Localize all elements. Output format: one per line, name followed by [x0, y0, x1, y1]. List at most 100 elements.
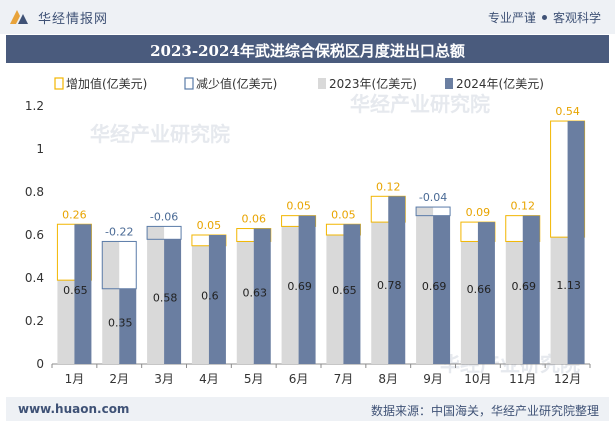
- y-tick-label: 1: [36, 142, 44, 156]
- value-label-2024: 0.65: [63, 284, 88, 297]
- bar-2023: [191, 245, 209, 364]
- footer: www.huaon.com 数据来源：中国海关，华经产业研究院整理: [6, 397, 609, 421]
- top-bar: 华经情报网 专业严谨 客观科学: [0, 0, 615, 34]
- slogan-right: 客观科学: [552, 11, 601, 25]
- legend-label-3: 2024年(亿美元): [456, 76, 544, 91]
- increase-label: 0.54: [555, 105, 580, 118]
- value-label-2024: 0.63: [243, 286, 268, 299]
- chart-svg: 增加值(亿美元) 减少值(亿美元) 2023年(亿美元) 2024年(亿美元) 华经产…: [25, 76, 591, 386]
- bar-2024: [388, 196, 406, 364]
- x-tick-label: 9月: [423, 372, 443, 386]
- bar-2023: [371, 222, 389, 364]
- legend-swatch-2024: [445, 78, 453, 89]
- legend-swatch-increase: [54, 77, 64, 90]
- increase-label: 0.12: [511, 200, 536, 213]
- decrease-box: [146, 225, 182, 240]
- footer-site: www.huaon.com: [18, 402, 130, 416]
- x-tick-label: 6月: [289, 372, 309, 386]
- y-tick-label: 0.4: [25, 271, 44, 285]
- bar-2024: [74, 224, 92, 364]
- legend-label-1: 减少值(亿美元): [196, 76, 277, 91]
- bar-2023: [236, 241, 254, 364]
- data-labels: 0.26 0.65 -0.22 0.35 -0.06 0.58 0.05 0.6 0.06 0.6…: [62, 105, 581, 329]
- x-tick-label: 12月: [554, 372, 581, 386]
- bar-2023: [550, 237, 568, 364]
- x-tick-label: 3月: [154, 372, 174, 386]
- value-label-2024: 0.69: [287, 280, 312, 293]
- value-label-2024: 0.69: [422, 280, 447, 293]
- value-label-2024: 0.66: [467, 283, 492, 296]
- axes: 0 0.2 0.4 0.6 0.8 1 1.2 1月 2月 3月 4月 5月 6月 7月 8月 9月 10月 11…: [25, 99, 591, 386]
- value-label-2024: 0.69: [512, 280, 537, 293]
- x-tick-label: 2月: [109, 372, 129, 386]
- bar-2023: [102, 241, 120, 364]
- slogan: 专业严谨 客观科学: [488, 9, 601, 26]
- x-tick-label: 5月: [244, 372, 264, 386]
- bar-2024: [208, 235, 226, 364]
- footer-source: 数据来源：中国海关，华经产业研究院整理: [370, 404, 599, 418]
- legend-label-2: 2023年(亿美元): [329, 76, 417, 91]
- bar-2023: [326, 235, 344, 364]
- bullet-icon: [541, 15, 547, 20]
- bar-2024: [567, 121, 585, 364]
- value-label-2024: 0.58: [153, 292, 178, 305]
- bar-2024: [477, 222, 495, 364]
- legend-swatch-2023: [318, 78, 326, 89]
- increase-label: 0.26: [62, 208, 87, 221]
- bar-2023: [416, 207, 434, 364]
- legend-item-1: 减少值(亿美元): [184, 76, 277, 91]
- brand-logo-icon: [10, 10, 28, 24]
- bar-2023: [57, 280, 75, 364]
- bar-2024: [119, 288, 137, 364]
- x-tick-label: 7月: [334, 372, 354, 386]
- watermark-text-1: 华经产业研究院: [350, 92, 490, 116]
- increase-label: 0.05: [331, 208, 356, 221]
- value-label-2024: 0.65: [332, 284, 357, 297]
- bar-2023: [147, 226, 165, 364]
- bar-2024: [343, 224, 361, 364]
- y-tick-label: 0.6: [25, 228, 44, 242]
- legend-label-0: 增加值(亿美元): [66, 76, 147, 91]
- x-tick-label: 4月: [199, 372, 219, 386]
- chart-title: 2023-2024年武进综合保税区月度进出口总额: [150, 42, 465, 60]
- decrease-label: -0.04: [419, 191, 447, 204]
- x-tick-label: 11月: [509, 372, 536, 386]
- y-tick-label: 0.8: [25, 185, 44, 199]
- x-tick-label: 1月: [65, 372, 85, 386]
- watermark-text-0: 华经产业研究院: [90, 122, 230, 146]
- value-label-2024: 0.78: [377, 279, 402, 292]
- increase-label: 0.05: [197, 219, 222, 232]
- increase-label: 0.12: [376, 180, 401, 193]
- value-label-2024: 1.13: [556, 279, 581, 292]
- bars: [56, 120, 586, 364]
- bar-2023: [505, 241, 523, 364]
- y-tick-label: 0: [36, 357, 44, 371]
- bar-2024: [298, 215, 316, 364]
- increase-label: 0.05: [286, 200, 311, 213]
- legend-item-3: 2024年(亿美元): [445, 76, 544, 91]
- bar-2023: [281, 226, 299, 364]
- decrease-label: -0.06: [150, 210, 178, 223]
- increase-label: 0.06: [242, 213, 267, 226]
- slogan-left: 专业严谨: [487, 11, 536, 25]
- bar-2024: [164, 239, 182, 364]
- bar-2024: [253, 228, 271, 364]
- brand-name: 华经情报网: [38, 12, 109, 27]
- bar-2023: [460, 241, 478, 364]
- x-tick-label: 10月: [464, 372, 491, 386]
- legend-swatch-decrease: [184, 77, 194, 90]
- legend: 增加值(亿美元) 减少值(亿美元) 2023年(亿美元) 2024年(亿美元): [54, 76, 544, 91]
- increase-label: 0.09: [466, 206, 491, 219]
- bar-2024: [522, 215, 540, 364]
- x-tick-label: 8月: [378, 372, 398, 386]
- y-tick-label: 1.2: [25, 99, 44, 113]
- legend-item-2: 2023年(亿美元): [318, 76, 417, 91]
- decrease-label: -0.22: [105, 225, 133, 238]
- value-label-2024: 0.6: [201, 290, 219, 303]
- legend-item-0: 增加值(亿美元): [54, 76, 147, 91]
- bar-2024: [433, 215, 451, 364]
- value-label-2024: 0.35: [108, 316, 133, 329]
- y-tick-label: 0.2: [25, 314, 44, 328]
- title-bar: 2023-2024年武进综合保税区月度进出口总额: [6, 35, 609, 63]
